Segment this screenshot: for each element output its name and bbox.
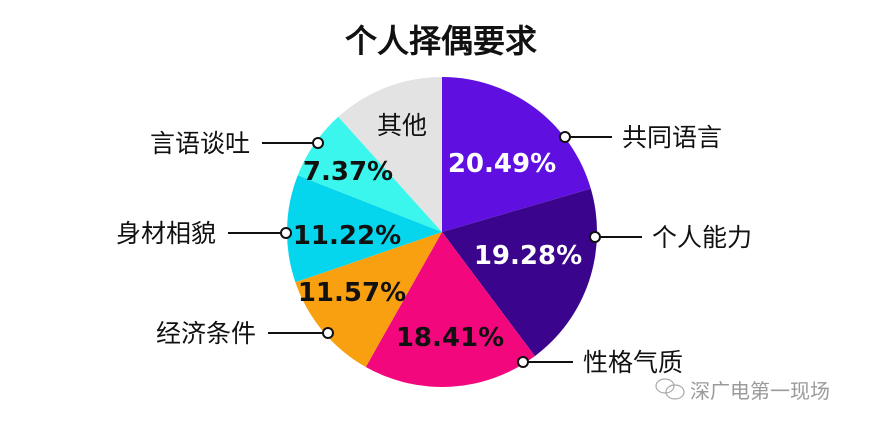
wechat-icon	[655, 378, 685, 400]
leader-dot	[517, 356, 529, 368]
slice-label-2: 性格气质	[583, 348, 683, 377]
slice-label-5: 言语谈吐	[150, 129, 250, 158]
leader-dot	[312, 137, 324, 149]
slice-label-0: 共同语言	[622, 123, 722, 152]
slice-label-1: 个人能力	[652, 223, 752, 252]
slice-label-4: 身材相貌	[116, 219, 216, 248]
leader-lines	[228, 131, 642, 368]
pie-slice-2	[365, 232, 535, 387]
leader-dot	[322, 327, 334, 339]
leader-dot	[559, 131, 571, 143]
pie-slice-5	[297, 116, 442, 232]
value-label-4: 11.22%	[293, 221, 401, 251]
slice-label-3: 经济条件	[156, 319, 256, 348]
pie-slice-1	[442, 188, 597, 357]
value-label-0: 20.49%	[448, 149, 556, 179]
value-label-1: 19.28%	[474, 241, 582, 271]
value-label-2: 18.41%	[396, 323, 504, 353]
value-label-3: 11.57%	[298, 278, 406, 308]
leader-dot	[589, 231, 601, 243]
pie-slice-4	[286, 175, 442, 283]
leader-dot	[280, 227, 292, 239]
chart-title: 个人择偶要求	[345, 22, 537, 60]
pie-slice-0	[442, 77, 591, 232]
watermark-text: 深广电第一现场	[690, 379, 830, 403]
value-label-5: 7.37%	[303, 157, 393, 187]
slice-label-other: 其他	[377, 111, 427, 140]
pie-slice-6	[338, 77, 442, 232]
